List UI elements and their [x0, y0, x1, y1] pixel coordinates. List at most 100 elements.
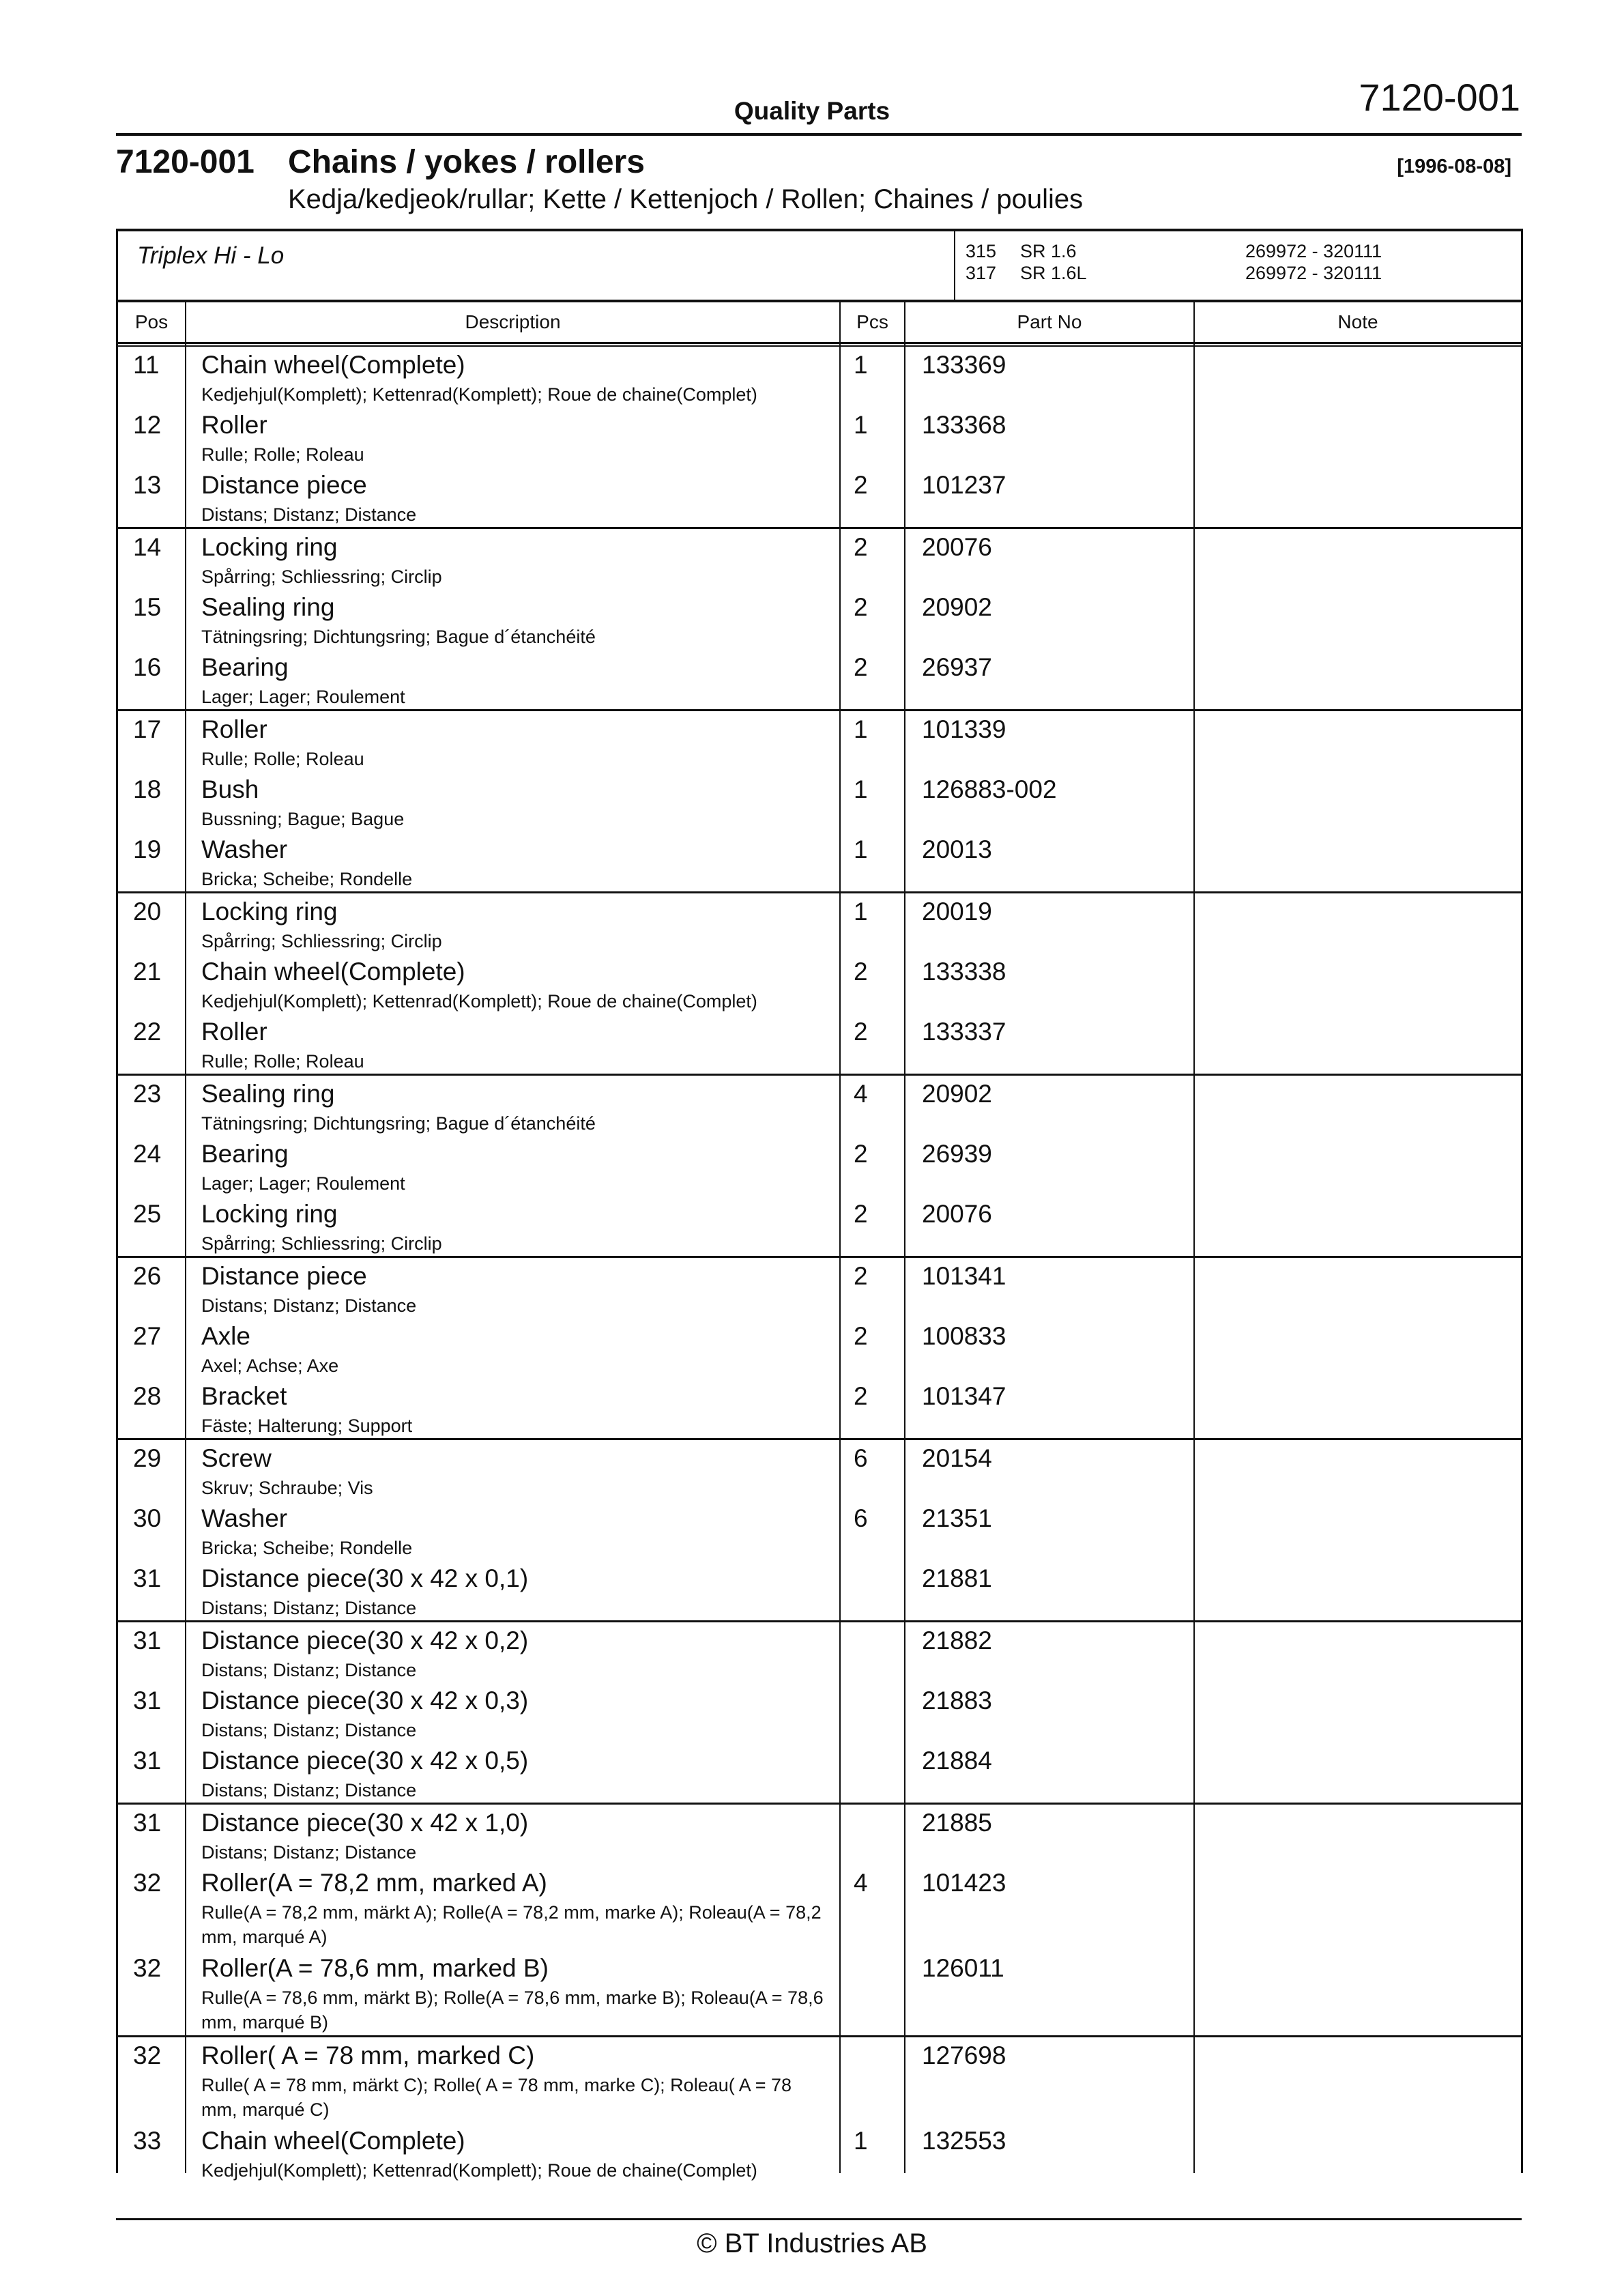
- part-number: 133368: [922, 411, 1006, 439]
- quantity-cell: 1: [854, 775, 868, 803]
- footer-divider: [116, 2218, 1522, 2220]
- row-group: 26 Distance piece Distans; Distanz; Distan…: [118, 1258, 1521, 1440]
- part-translations: Distans; Distanz; Distance: [201, 1842, 417, 1863]
- part-number: 20013: [922, 835, 992, 863]
- part-translations: Bricka; Scheibe; Rondelle: [201, 869, 413, 889]
- quantity-cell: 1: [854, 351, 868, 379]
- quantity-cell: 2: [854, 471, 868, 499]
- pos-cell: 21: [133, 958, 162, 986]
- part-number: 26937: [922, 653, 992, 681]
- part-number: 21351: [922, 1504, 992, 1532]
- part-name: Locking ring: [201, 898, 338, 925]
- part-name: Locking ring: [201, 533, 338, 561]
- model-info: Triplex Hi - Lo 315 SR 1.6 269972 - 3201…: [118, 231, 1521, 302]
- part-translations: Kedjehjul(Komplett); Kettenrad(Komplett)…: [201, 384, 757, 405]
- pos-cell: 15: [133, 593, 162, 621]
- part-name: Chain wheel(Complete): [201, 351, 465, 379]
- part-translations: Spårring; Schliessring; Circlip: [201, 1233, 442, 1254]
- pos-cell: 27: [133, 1322, 162, 1350]
- page-subtitle: Kedja/kedjeok/rullar; Kette / Kettenjoch…: [288, 184, 1084, 214]
- pos-cell: 16: [133, 653, 162, 681]
- part-name: Distance piece(30 x 42 x 0,3): [201, 1687, 529, 1714]
- part-name: Screw: [201, 1444, 272, 1472]
- part-translations: Tätningsring; Dichtungsring; Bague d´éta…: [201, 1113, 596, 1134]
- pos-cell: 31: [133, 1747, 162, 1775]
- table-row: 23 Sealing ring Tätningsring; Dichtungsrin…: [118, 1076, 1521, 1136]
- part-translations: Distans; Distanz; Distance: [201, 1598, 417, 1618]
- quantity-cell: 2: [854, 958, 868, 986]
- table-row: 31 Distance piece(30 x 42 x 0,3) Distans; …: [118, 1682, 1521, 1742]
- part-number: 20902: [922, 593, 992, 621]
- table-row: 31 Distance piece(30 x 42 x 0,2) Distans; …: [118, 1622, 1521, 1682]
- table-row: 31 Distance piece(30 x 42 x 0,5) Distans; …: [118, 1742, 1521, 1803]
- pos-cell: 32: [133, 1954, 162, 1982]
- part-name: Sealing ring: [201, 593, 335, 621]
- table-row: 31 Distance piece(30 x 42 x 1,0) Distans; …: [118, 1805, 1521, 1865]
- column-header-pos: Pos: [118, 302, 186, 342]
- quantity-cell: 1: [854, 835, 868, 863]
- pos-cell: 20: [133, 898, 162, 925]
- part-number: 133369: [922, 351, 1006, 379]
- part-name: Distance piece: [201, 471, 367, 499]
- part-number: 20902: [922, 1080, 992, 1108]
- quantity-cell: 2: [854, 1018, 868, 1046]
- table-row: 13 Distance piece Distans; Distanz; Distan…: [118, 467, 1521, 527]
- part-translations: Rulle; Rolle; Roleau: [201, 444, 364, 465]
- part-translations: Rulle(A = 78,2 mm, märkt A); Rolle(A = 7…: [201, 1902, 822, 1947]
- part-name: Bush: [201, 775, 259, 803]
- variant-code: 317: [966, 263, 997, 283]
- table-row: 17 Roller Rulle; Rolle; Roleau 1 101339: [118, 711, 1521, 771]
- table-row: 20 Locking ring Spårring; Schliessring; Ci…: [118, 893, 1521, 953]
- part-translations: Lager; Lager; Roulement: [201, 687, 405, 707]
- part-number: 101347: [922, 1382, 1006, 1410]
- table-row: 32 Roller(A = 78,2 mm, marked A) Rulle(A =…: [118, 1865, 1521, 1950]
- part-name: Axle: [201, 1322, 250, 1350]
- column-header-pcs: Pcs: [841, 302, 905, 342]
- part-name: Locking ring: [201, 1200, 338, 1228]
- quantity-cell: 1: [854, 715, 868, 743]
- pos-cell: 25: [133, 1200, 162, 1228]
- quantity-cell: 6: [854, 1504, 868, 1532]
- part-name: Roller: [201, 715, 267, 743]
- pos-cell: 30: [133, 1504, 162, 1532]
- part-name: Roller( A = 78 mm, marked C): [201, 2041, 535, 2069]
- part-number: 20076: [922, 1200, 992, 1228]
- table-row: 24 Bearing Lager; Lager; Roulement 2 26939: [118, 1136, 1521, 1196]
- quantity-cell: 2: [854, 1322, 868, 1350]
- part-number: 133337: [922, 1018, 1006, 1046]
- pos-cell: 29: [133, 1444, 162, 1472]
- part-translations: Distans; Distanz; Distance: [201, 1720, 417, 1740]
- quantity-cell: 1: [854, 2127, 868, 2155]
- part-translations: Lager; Lager; Roulement: [201, 1173, 405, 1194]
- table-row: 11 Chain wheel(Complete) Kedjehjul(Komplet…: [118, 347, 1521, 407]
- quantity-cell: 1: [854, 898, 868, 925]
- part-name: Distance piece(30 x 42 x 0,5): [201, 1747, 529, 1775]
- part-name: Sealing ring: [201, 1080, 335, 1108]
- table-row: 25 Locking ring Spårring; Schliessring; Ci…: [118, 1196, 1521, 1256]
- part-number: 126011: [922, 1954, 1004, 1982]
- column-header-note: Note: [1337, 311, 1378, 332]
- table-row: 15 Sealing ring Tätningsring; Dichtungsrin…: [118, 589, 1521, 649]
- pos-cell: 26: [133, 1262, 162, 1290]
- part-translations: Tätningsring; Dichtungsring; Bague d´éta…: [201, 627, 596, 647]
- row-group: 14 Locking ring Spårring; Schliessring; Ci…: [118, 529, 1521, 711]
- table-row: 28 Bracket Fäste; Halterung; Support 2 10134…: [118, 1378, 1521, 1438]
- part-number: 21885: [922, 1809, 992, 1837]
- part-name: Bearing: [201, 1140, 289, 1168]
- variant-code: 315: [966, 241, 997, 261]
- table-row: 31 Distance piece(30 x 42 x 0,1) Distans; …: [118, 1560, 1521, 1620]
- column-header-description: Description: [186, 302, 841, 342]
- variant-type: SR 1.6: [1020, 241, 1077, 261]
- part-name: Roller(A = 78,2 mm, marked A): [201, 1869, 547, 1897]
- pos-cell: 12: [133, 411, 162, 439]
- model-name: Triplex Hi - Lo: [137, 242, 285, 269]
- page-title: Chains / yokes / rollers: [288, 144, 645, 180]
- table-row: 27 Axle Axel; Achse; Axe 2 100833: [118, 1318, 1521, 1378]
- pos-cell: 24: [133, 1140, 162, 1168]
- part-name: Roller: [201, 411, 267, 439]
- column-divider: [185, 302, 186, 2173]
- quantity-cell: 6: [854, 1444, 868, 1472]
- part-name: Chain wheel(Complete): [201, 2127, 465, 2155]
- part-name: Distance piece(30 x 42 x 0,2): [201, 1626, 529, 1654]
- part-name: Distance piece: [201, 1262, 367, 1290]
